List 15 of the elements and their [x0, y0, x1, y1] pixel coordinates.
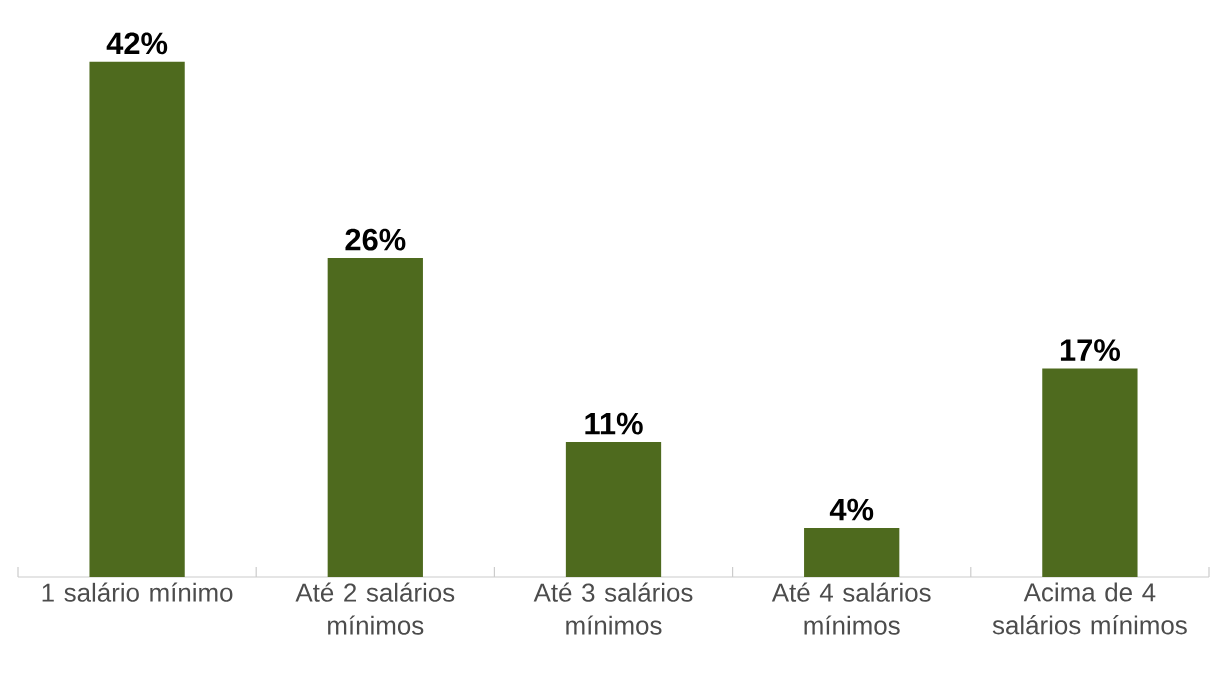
bar	[89, 61, 185, 577]
bar	[327, 258, 423, 577]
bar	[804, 527, 900, 577]
x-tick-label: Até 3 salários mínimos	[533, 582, 693, 635]
data-label: 17%	[1060, 339, 1120, 361]
x-tick-label: Acima de 4 salários mínimos	[992, 582, 1187, 635]
x-tick-label: Até 2 salários mínimos	[295, 582, 455, 635]
data-label: 26%	[345, 228, 406, 251]
data-label: 11%	[585, 412, 643, 435]
x-tick-label: 1 salário mínimo	[42, 582, 233, 602]
data-label: 42%	[106, 32, 168, 55]
bar	[1042, 368, 1138, 577]
x-tick-label: Até 4 salários mínimos	[771, 582, 931, 635]
bar	[565, 442, 662, 577]
data-label: 4%	[829, 498, 874, 521]
